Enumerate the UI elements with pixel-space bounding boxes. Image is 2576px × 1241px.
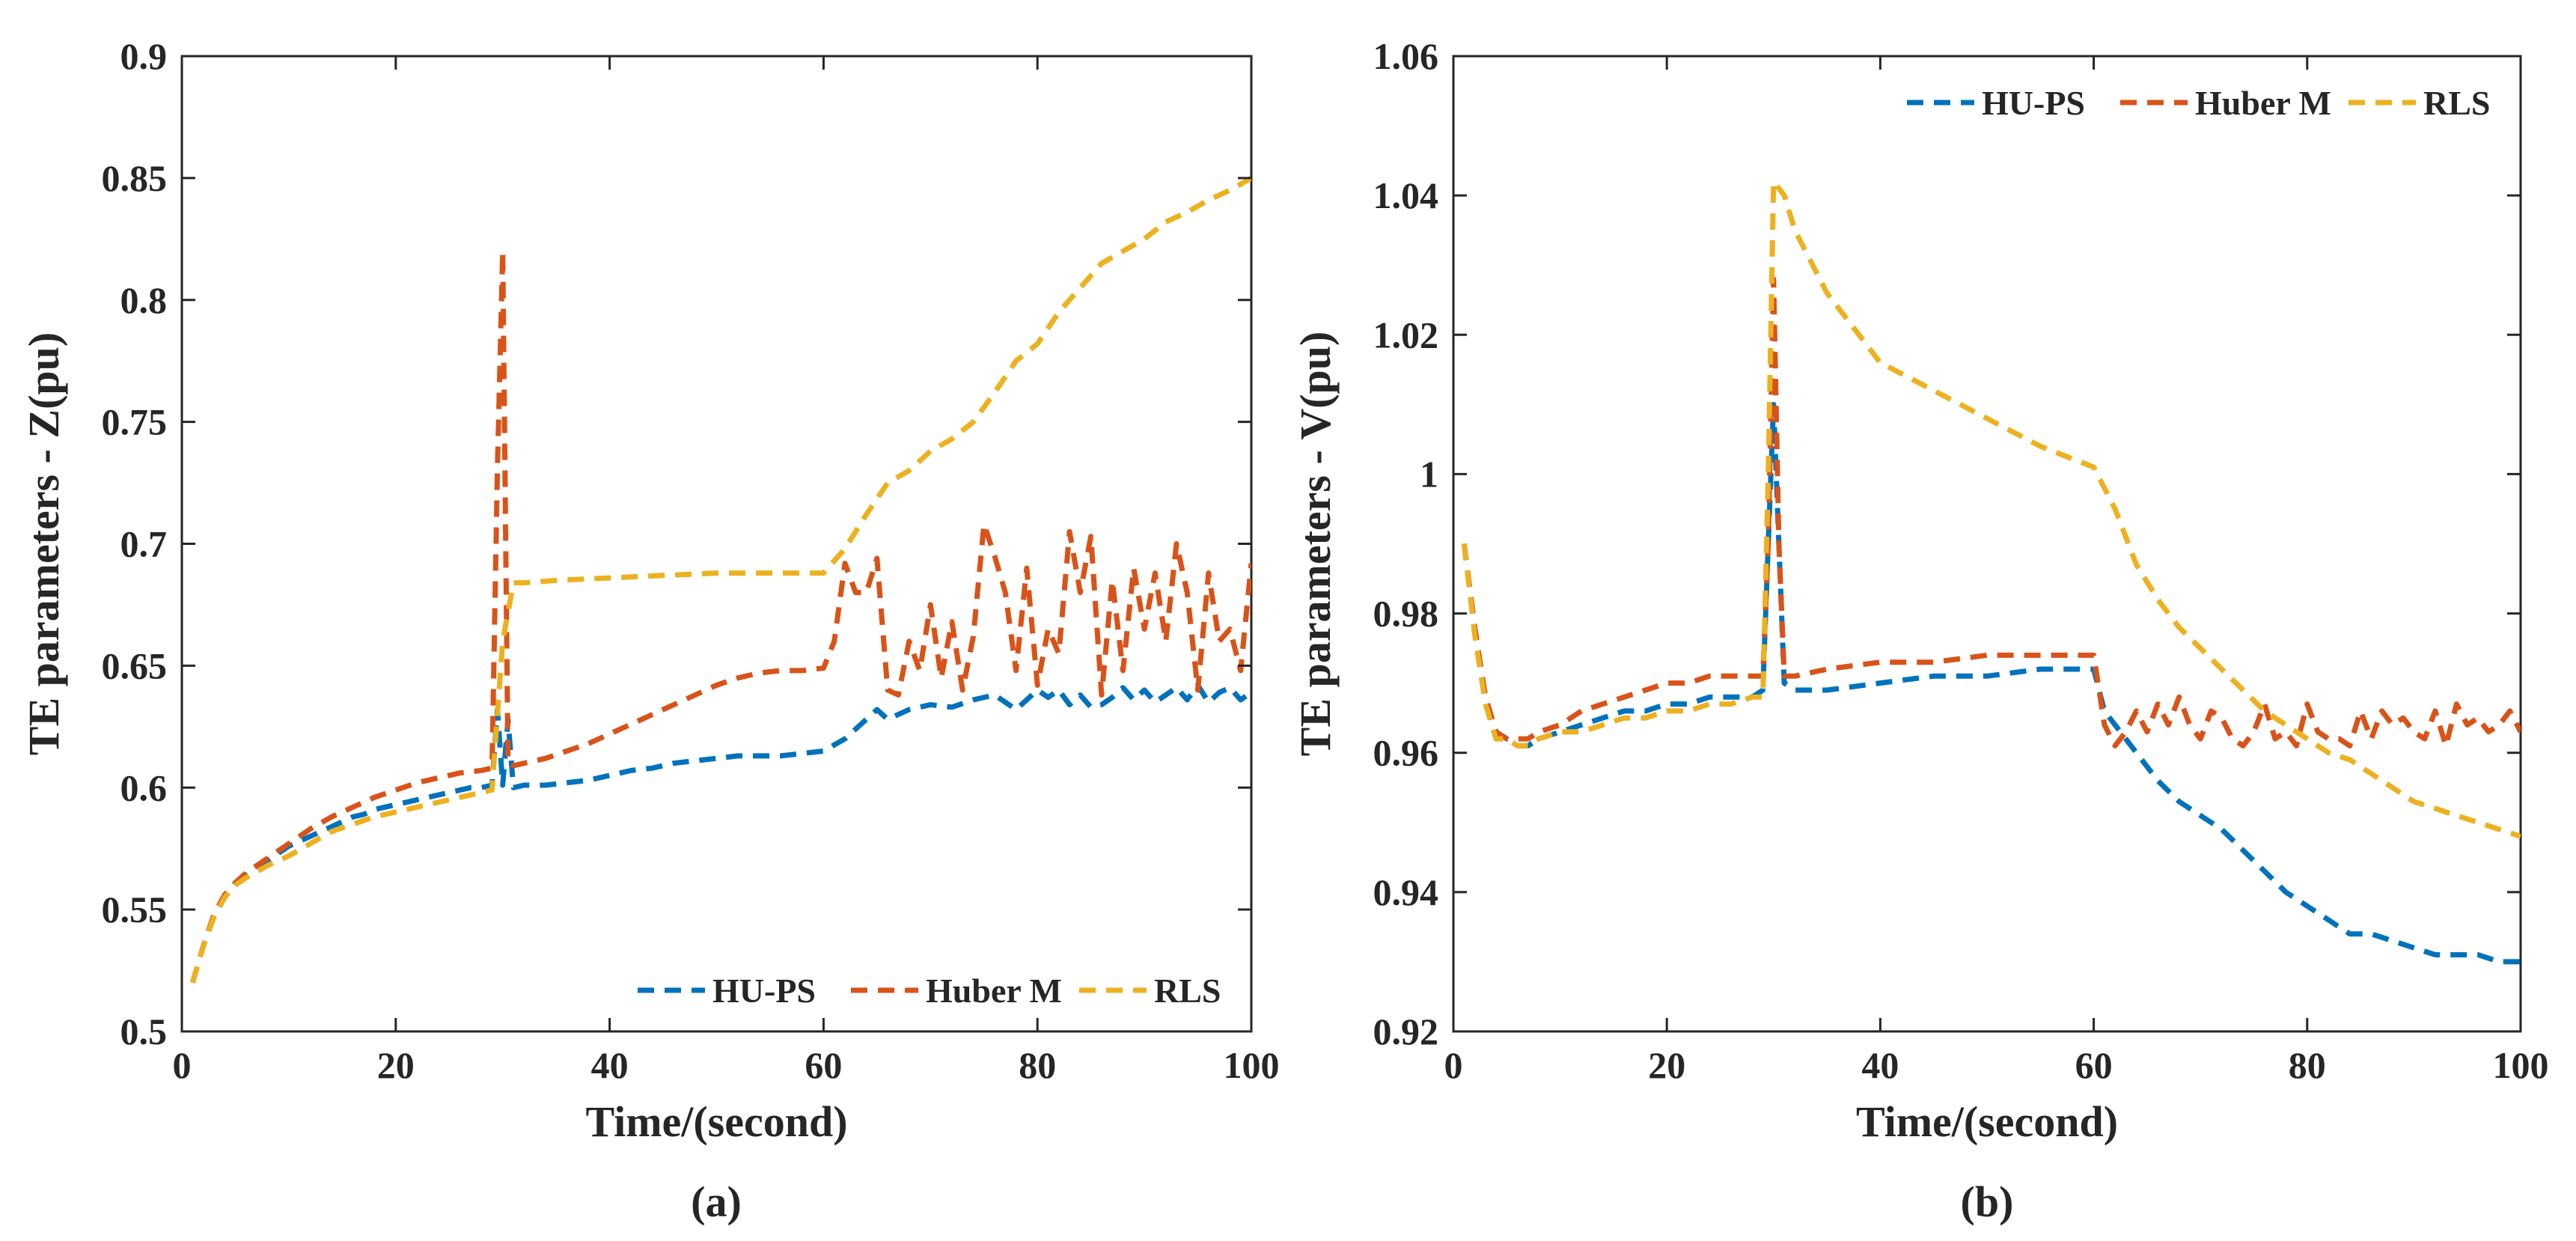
x-axis-label: Time/(second) [1856, 1097, 2118, 1146]
legend: HU-PS Huber M RLS [1907, 84, 2490, 122]
x-axis-label: Time/(second) [585, 1097, 847, 1146]
legend-item: Huber M [2120, 84, 2331, 122]
panel-label: (b) [1961, 1177, 2014, 1226]
legend-item: HU-PS [1907, 84, 2085, 122]
x-tick-label: 80 [2289, 1044, 2326, 1086]
series-line-huber-m [189, 248, 1251, 984]
series-group [1461, 179, 2521, 965]
x-tick-label: 100 [2493, 1044, 2549, 1086]
y-tick-label: 0.75 [102, 401, 168, 443]
y-tick-label: 0.92 [1373, 1010, 1439, 1052]
y-tick-label: 1.06 [1373, 35, 1439, 77]
plot-area [180, 55, 1253, 1033]
y-axis-label: TE parameters - V(pu) [1291, 332, 1340, 757]
x-tick-label: 80 [1019, 1044, 1056, 1086]
y-tick-label: 0.9 [120, 35, 168, 77]
panel-label: (a) [691, 1177, 742, 1226]
legend-label: Huber M [2195, 84, 2331, 122]
chart-panel-b: 0 20 40 60 80 100 0.92 0.94 0.96 0.98 1 1.02 1.04 1.0… [1291, 35, 2549, 1226]
x-tick-label: 40 [1861, 1044, 1899, 1086]
series-line-rls [1461, 179, 2521, 839]
series-line-huber-m [1461, 276, 2521, 748]
legend-label: HU-PS [712, 972, 816, 1010]
y-tick-label: 0.6 [120, 766, 168, 808]
y-tick-label: 0.55 [102, 888, 168, 930]
legend-label: RLS [2423, 84, 2490, 122]
legend-label: HU-PS [1982, 84, 2085, 122]
x-tick-label: 0 [1444, 1044, 1463, 1086]
y-tick-label: 0.65 [102, 644, 168, 686]
x-tick-label: 60 [2075, 1044, 2113, 1086]
chart-panel-a: 0 20 40 60 80 100 0.5 0.55 0.6 0.65 0.7 0.75 0.8 0.85… [19, 35, 1280, 1226]
y-tick-label: 1 [1420, 453, 1438, 495]
legend: HU-PS Huber M RLS [638, 972, 1221, 1010]
y-tick-label: 1.04 [1373, 174, 1439, 216]
y-tick-label: 0.94 [1373, 871, 1439, 913]
series-line-rls [189, 175, 1251, 984]
plot-area [1452, 55, 2522, 1033]
x-tick-label: 100 [1224, 1044, 1280, 1086]
x-tick-label: 40 [591, 1044, 629, 1086]
legend-item: RLS [1079, 972, 1221, 1010]
legend-item: Huber M [851, 972, 1062, 1010]
y-tick-label: 0.5 [120, 1010, 168, 1052]
x-tick-label: 60 [805, 1044, 842, 1086]
y-axis-label: TE parameters - Z(pu) [19, 332, 68, 755]
y-tick-label: 1.02 [1373, 314, 1439, 356]
legend-label: RLS [1154, 972, 1221, 1010]
legend-label: Huber M [926, 972, 1062, 1010]
x-tick-label: 20 [377, 1044, 415, 1086]
y-tick-label: 0.7 [120, 523, 168, 565]
legend-item: HU-PS [638, 972, 816, 1010]
series-group [189, 175, 1251, 984]
y-tick-label: 0.96 [1373, 732, 1439, 774]
y-tick-label: 0.8 [120, 279, 168, 321]
series-line-hu-ps [189, 682, 1251, 984]
x-tick-label: 20 [1648, 1044, 1685, 1086]
legend-item: RLS [2348, 84, 2490, 122]
y-tick-label: 0.85 [102, 157, 168, 199]
x-tick-label: 0 [173, 1044, 192, 1086]
y-tick-label: 0.98 [1373, 593, 1439, 635]
